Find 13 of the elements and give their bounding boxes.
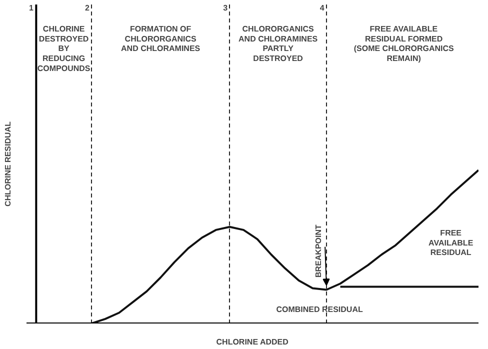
text: FORMATION OF CHLORORGANICS AND CHLORAMINES (121, 24, 201, 54)
text: CHLORORGANICS AND CHLORAMINES PARTLY DESTROYED (238, 24, 318, 64)
text: 1 (28, 4, 34, 12)
annotation: FREE AVAILABLE RESIDUAL (428, 228, 474, 258)
text: FREE AVAILABLE RESIDUAL FORMED (SOME CHLORORGANICS REMAIN) (354, 24, 455, 64)
text: CHLORINE DESTROYED BY REDUCING COMPOUNDS (37, 24, 91, 74)
text: 4 (320, 4, 325, 12)
annotation: BREAKPOINT (314, 224, 323, 278)
x-axis-title: CHLORINE ADDED (216, 338, 289, 346)
y-axis-title: CHLORINE RESIDUAL (4, 121, 12, 206)
annotation: COMBINED RESIDUAL (276, 305, 363, 314)
text: 3 (223, 4, 228, 12)
text: 2 (84, 4, 90, 12)
